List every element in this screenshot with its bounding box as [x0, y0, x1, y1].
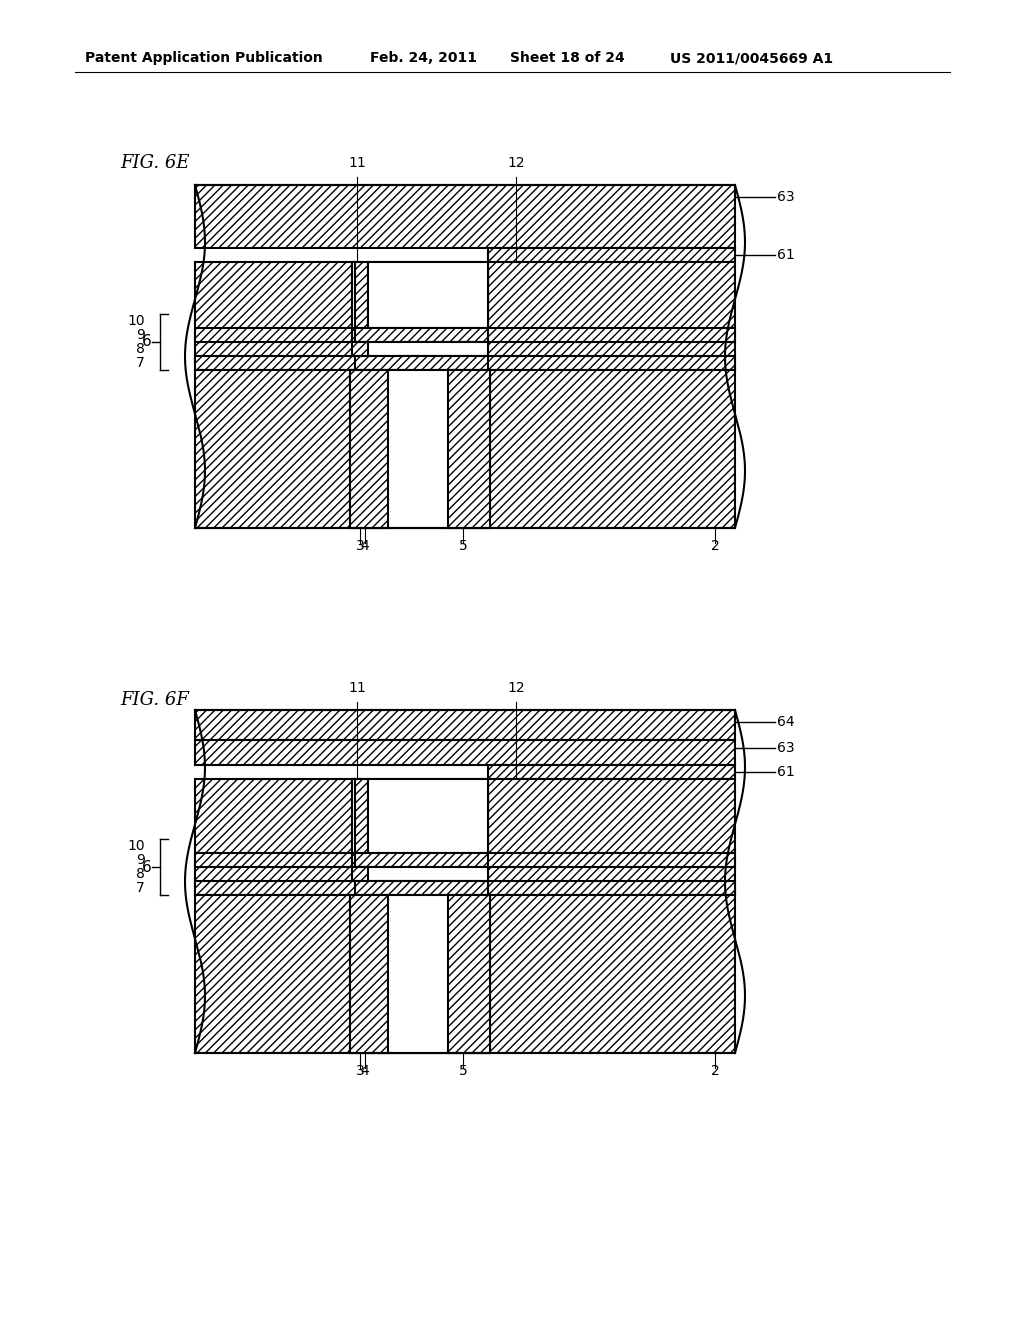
Text: FIG. 6E: FIG. 6E [120, 154, 189, 172]
Bar [352, 261, 355, 327]
Bar [195, 880, 735, 895]
Text: 11: 11 [348, 156, 366, 170]
Text: 2: 2 [711, 539, 720, 553]
Text: US 2011/0045669 A1: US 2011/0045669 A1 [670, 51, 834, 65]
Bar [350, 895, 490, 1053]
Text: 63: 63 [777, 741, 795, 755]
Bar [195, 741, 735, 766]
Text: 3: 3 [355, 1064, 365, 1078]
Text: 4: 4 [360, 1064, 370, 1078]
Bar [352, 867, 368, 880]
Bar [195, 261, 355, 370]
Bar [488, 779, 735, 895]
Bar [368, 779, 488, 853]
Text: 9: 9 [136, 853, 145, 867]
Text: 12: 12 [507, 681, 525, 696]
Bar [368, 261, 488, 327]
Bar [355, 779, 488, 853]
Bar [195, 853, 735, 867]
Bar [355, 342, 488, 356]
Bar [195, 895, 735, 1053]
Bar [355, 880, 488, 895]
Text: 6: 6 [142, 859, 152, 874]
Text: 11: 11 [348, 681, 366, 696]
Bar [488, 766, 735, 779]
Text: Feb. 24, 2011: Feb. 24, 2011 [370, 51, 477, 65]
Bar [350, 370, 388, 528]
Bar [195, 779, 355, 895]
Text: 3: 3 [355, 539, 365, 553]
Bar [195, 185, 735, 248]
Text: 9: 9 [136, 327, 145, 342]
Text: 12: 12 [507, 156, 525, 170]
Bar [449, 370, 490, 528]
Text: 61: 61 [777, 766, 795, 779]
Bar [352, 342, 368, 356]
Text: 64: 64 [777, 715, 795, 729]
Text: 10: 10 [127, 840, 145, 853]
Bar [355, 261, 488, 327]
Text: 5: 5 [459, 1064, 467, 1078]
Text: Sheet 18 of 24: Sheet 18 of 24 [510, 51, 625, 65]
Bar [449, 895, 490, 1053]
Bar [195, 370, 735, 528]
Text: FIG. 6F: FIG. 6F [120, 690, 188, 709]
Text: 8: 8 [136, 867, 145, 880]
Bar [355, 867, 488, 880]
Text: 2: 2 [711, 1064, 720, 1078]
Bar [195, 356, 735, 370]
Bar [195, 710, 735, 741]
Bar [352, 261, 368, 342]
Text: 7: 7 [136, 880, 145, 895]
Text: 63: 63 [777, 190, 795, 205]
Text: 10: 10 [127, 314, 145, 327]
Bar [350, 895, 388, 1053]
Text: 6: 6 [142, 334, 152, 350]
Bar [488, 261, 735, 370]
Text: 5: 5 [459, 539, 467, 553]
Bar [352, 779, 355, 853]
Text: Patent Application Publication: Patent Application Publication [85, 51, 323, 65]
Bar [352, 779, 368, 867]
Bar [350, 370, 490, 528]
Text: 4: 4 [360, 539, 370, 553]
Text: 7: 7 [136, 356, 145, 370]
Text: 8: 8 [136, 342, 145, 356]
Bar [355, 356, 488, 370]
Bar [355, 853, 488, 867]
Text: 61: 61 [777, 248, 795, 261]
Bar [355, 327, 488, 342]
Bar [488, 248, 735, 261]
Bar [195, 327, 735, 342]
